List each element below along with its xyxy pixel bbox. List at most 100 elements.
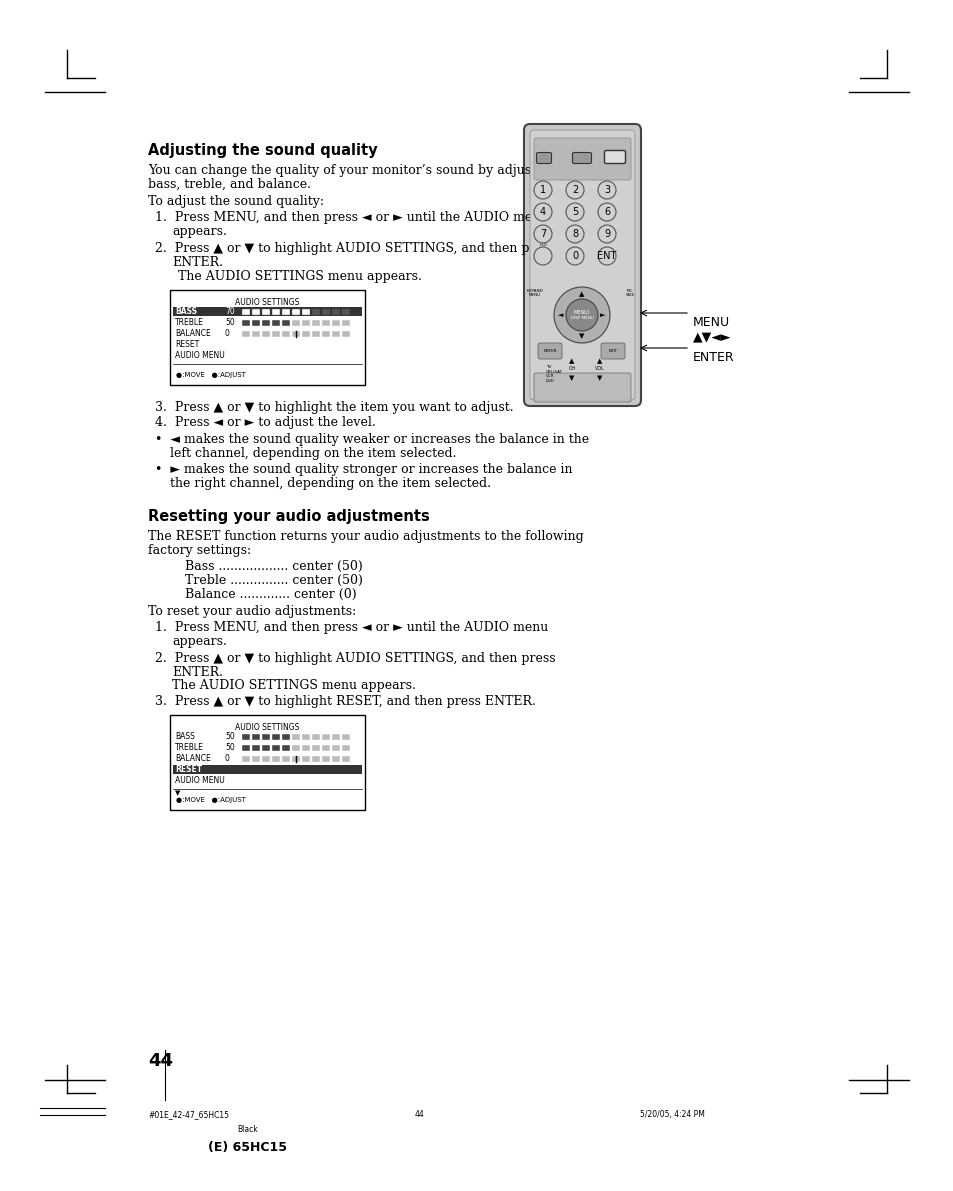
Bar — [322, 756, 330, 762]
Text: EXPAND
MENU: EXPAND MENU — [526, 288, 543, 298]
FancyBboxPatch shape — [536, 152, 551, 163]
Bar — [312, 308, 319, 314]
Bar — [341, 308, 350, 314]
Text: 9: 9 — [603, 229, 609, 239]
Bar — [170, 715, 365, 810]
Text: AUDIO SETTINGS: AUDIO SETTINGS — [234, 723, 299, 732]
Text: ENTER.: ENTER. — [172, 666, 223, 679]
Text: You can change the quality of your monitor’s sound by adjusting the: You can change the quality of your monit… — [148, 164, 580, 177]
Bar — [292, 331, 299, 337]
Text: RECALL: RECALL — [572, 138, 591, 143]
Bar — [282, 331, 290, 337]
Bar — [292, 734, 299, 740]
Text: #01E_42-47_65HC15: #01E_42-47_65HC15 — [148, 1110, 229, 1120]
Bar — [332, 746, 339, 752]
Text: 1.  Press MENU, and then press ◄ or ► until the AUDIO menu: 1. Press MENU, and then press ◄ or ► unt… — [154, 211, 548, 224]
Bar — [262, 756, 270, 762]
Bar — [322, 746, 330, 752]
Text: AUDIO MENU: AUDIO MENU — [174, 777, 225, 785]
FancyBboxPatch shape — [530, 130, 635, 400]
FancyBboxPatch shape — [534, 138, 630, 180]
Text: Bass .................. center (50): Bass .................. center (50) — [185, 560, 362, 573]
Circle shape — [534, 247, 552, 266]
Bar — [322, 734, 330, 740]
Text: 6: 6 — [603, 207, 609, 217]
Text: TV
CBL/SAT
VCR
DVD: TV CBL/SAT VCR DVD — [545, 364, 562, 382]
Text: 8: 8 — [572, 229, 578, 239]
Bar — [302, 756, 310, 762]
Circle shape — [598, 181, 616, 199]
Circle shape — [598, 225, 616, 243]
Text: RESET: RESET — [174, 765, 202, 774]
Bar — [170, 289, 365, 385]
Text: Balance ............. center (0): Balance ............. center (0) — [185, 588, 356, 601]
Text: 3: 3 — [603, 185, 609, 195]
Text: Adjusting the sound quality: Adjusting the sound quality — [148, 143, 377, 158]
Text: CH: CH — [568, 367, 575, 372]
FancyBboxPatch shape — [604, 150, 625, 163]
Bar — [302, 320, 310, 326]
Bar — [302, 746, 310, 752]
Text: BASS: BASS — [174, 732, 194, 741]
Text: POWER: POWER — [606, 138, 624, 143]
Text: ▲: ▲ — [569, 358, 574, 364]
Bar — [332, 734, 339, 740]
Text: ●:MOVE   ●:ADJUST: ●:MOVE ●:ADJUST — [175, 372, 246, 378]
Bar — [302, 308, 310, 314]
Text: factory settings:: factory settings: — [148, 544, 251, 557]
Text: 44: 44 — [415, 1110, 424, 1120]
Bar — [272, 308, 280, 314]
Bar — [252, 756, 260, 762]
Text: MENU: MENU — [692, 316, 729, 329]
Circle shape — [554, 287, 609, 343]
Text: 50: 50 — [225, 732, 234, 741]
Bar — [242, 320, 250, 326]
Bar — [312, 756, 319, 762]
Text: ⨁: ⨁ — [537, 254, 547, 264]
Text: ▲: ▲ — [597, 358, 602, 364]
Text: 44: 44 — [148, 1052, 172, 1070]
Bar — [252, 331, 260, 337]
Circle shape — [598, 247, 616, 266]
FancyBboxPatch shape — [523, 124, 640, 406]
Text: 0: 0 — [225, 329, 230, 338]
Text: TREBLE: TREBLE — [174, 318, 204, 328]
Bar — [292, 320, 299, 326]
Text: ▼: ▼ — [174, 790, 180, 796]
Text: RESET: RESET — [174, 339, 199, 349]
Text: ●:MOVE   ●:ADJUST: ●:MOVE ●:ADJUST — [175, 797, 246, 803]
Bar — [242, 734, 250, 740]
Bar — [332, 756, 339, 762]
Bar — [332, 308, 339, 314]
Bar — [302, 331, 310, 337]
Bar — [312, 734, 319, 740]
Bar — [341, 320, 350, 326]
Bar — [252, 308, 260, 314]
Bar — [322, 331, 330, 337]
Bar — [292, 756, 299, 762]
Text: The RESET function returns your audio adjustments to the following: The RESET function returns your audio ad… — [148, 530, 583, 543]
Text: ENTER.: ENTER. — [172, 256, 223, 269]
Bar — [262, 331, 270, 337]
Bar — [341, 734, 350, 740]
Text: VOL: VOL — [595, 367, 604, 372]
Bar — [242, 746, 250, 752]
Text: left channel, depending on the item selected.: left channel, depending on the item sele… — [170, 447, 456, 460]
Circle shape — [534, 202, 552, 222]
Bar — [282, 308, 290, 314]
Bar — [282, 734, 290, 740]
Bar — [252, 746, 260, 752]
Text: BALANCE: BALANCE — [174, 329, 211, 338]
Bar — [332, 331, 339, 337]
Text: Black: Black — [237, 1125, 258, 1134]
Bar — [322, 308, 330, 314]
Text: 50: 50 — [225, 318, 234, 328]
Text: ENTER: ENTER — [692, 351, 734, 364]
Text: ▼: ▼ — [569, 375, 574, 381]
Text: INFO: INFO — [538, 144, 548, 148]
Text: 70: 70 — [225, 307, 234, 316]
Text: BALANCE: BALANCE — [174, 754, 211, 763]
Text: •  ◄ makes the sound quality weaker or increases the balance in the: • ◄ makes the sound quality weaker or in… — [154, 434, 589, 445]
Text: 4: 4 — [539, 207, 545, 217]
Bar — [272, 320, 280, 326]
